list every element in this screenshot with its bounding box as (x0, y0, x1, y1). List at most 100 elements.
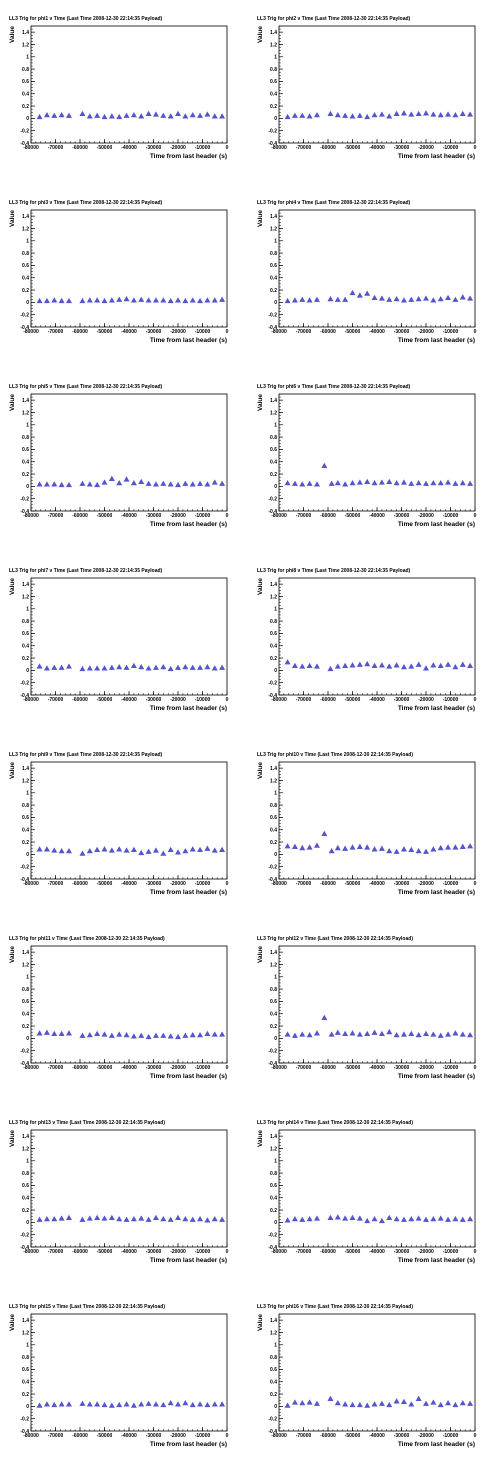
data-point (386, 1214, 393, 1221)
x-axis-label: Time from last header (s) (398, 705, 475, 712)
x-tick-label: -40000 (121, 329, 137, 335)
data-point (349, 479, 356, 486)
data-point (299, 1216, 306, 1222)
y-tick-label: -0.2 (20, 1048, 29, 1054)
data-point (467, 295, 474, 301)
data-point (291, 480, 298, 486)
y-tick-label: 0.8 (270, 251, 277, 257)
y-tick-label: 0.6 (270, 79, 277, 85)
data-point (408, 663, 415, 669)
data-point (342, 481, 349, 487)
y-tick-label: -0.4 (20, 1429, 29, 1435)
data-point (51, 847, 58, 853)
data-point (65, 1401, 72, 1407)
data-point (79, 1032, 86, 1038)
y-tick-label: 0 (274, 484, 277, 490)
data-point (452, 1401, 459, 1408)
data-point (152, 111, 159, 117)
x-tick-label: -10000 (443, 145, 459, 151)
chart-svg: -0.4 -0.2 0 0.2 0.4 0.6 0.8 1 1.2 1.4 -80000 -70000… (257, 945, 477, 1080)
data-point (123, 295, 130, 302)
data-point (204, 481, 211, 487)
data-point (94, 481, 101, 488)
x-tick-label: -30000 (394, 1249, 410, 1255)
x-tick-label: -40000 (121, 1065, 137, 1071)
data-point (65, 481, 72, 488)
x-tick-label: -60000 (320, 513, 336, 519)
y-tick-label: 0 (26, 668, 29, 674)
data-point (393, 662, 400, 668)
y-tick-label: -0.2 (268, 1416, 277, 1422)
data-point (43, 1029, 50, 1035)
data-point (130, 1402, 137, 1408)
data-point (101, 1215, 108, 1221)
data-point (445, 111, 452, 117)
data-point (43, 665, 50, 671)
x-tick-label: -60000 (72, 1065, 88, 1071)
x-tick-label: -60000 (72, 697, 88, 703)
data-point (328, 847, 335, 854)
x-tick-label: -50000 (97, 697, 113, 703)
data-point (43, 846, 50, 852)
y-tick-label: 0.2 (22, 104, 29, 110)
data-point (400, 479, 407, 485)
data-point (313, 663, 320, 669)
y-tick-label: -0.4 (268, 1245, 277, 1251)
data-point (167, 1033, 174, 1039)
x-tick-label: -70000 (296, 881, 312, 887)
data-point (108, 297, 115, 303)
y-tick-label: 0.8 (270, 1171, 277, 1177)
data-point (130, 662, 137, 669)
data-point (371, 111, 378, 118)
chart-panel: LL3 Trig for phi2 v Time (Last Time 2008… (248, 0, 496, 184)
plot-frame (278, 393, 476, 512)
data-point (299, 1031, 306, 1037)
data-point (437, 844, 444, 851)
y-tick-label: -0.2 (20, 680, 29, 686)
y-tick-label: 0.4 (270, 1012, 277, 1018)
x-tick-label: -40000 (121, 1249, 137, 1255)
x-tick-label: -60000 (72, 1433, 88, 1439)
data-point (116, 296, 123, 302)
chart-svg: -0.4 -0.2 0 0.2 0.4 0.6 0.8 1 1.2 1.4 -80000 -70000… (9, 209, 229, 344)
x-tick-label: -70000 (296, 1249, 312, 1255)
data-point (36, 1216, 43, 1222)
x-tick-label: -40000 (369, 1433, 385, 1439)
data-point (467, 480, 474, 486)
data-point (459, 294, 466, 300)
x-axis-label: Time from last header (s) (150, 889, 227, 896)
y-tick-label: 1 (26, 239, 29, 245)
data-point (371, 846, 378, 852)
x-tick-label: -20000 (418, 1065, 434, 1071)
data-point (58, 1030, 65, 1037)
data-point (189, 846, 196, 852)
data-point (430, 1031, 437, 1037)
data-point (371, 294, 378, 301)
y-tick-label: -0.2 (268, 1232, 277, 1238)
data-point (423, 1030, 429, 1037)
x-tick-label: -30000 (394, 697, 410, 703)
y-tick-label: 0.2 (22, 840, 29, 846)
data-point (204, 111, 211, 117)
data-point (284, 113, 291, 120)
x-tick-label: -20000 (418, 881, 434, 887)
data-point (79, 850, 86, 856)
y-tick-label: -0.4 (268, 877, 277, 883)
data-point (101, 1401, 108, 1408)
y-tick-label: -0.4 (268, 325, 277, 331)
data-point (313, 481, 320, 487)
data-point (65, 1030, 72, 1036)
x-tick-label: -10000 (443, 513, 459, 519)
x-tick-label: 0 (474, 1433, 477, 1439)
chart-svg: -0.4 -0.2 0 0.2 0.4 0.6 0.8 1 1.2 1.4 -80000 -70000… (257, 393, 477, 528)
data-point (321, 462, 328, 469)
chart-svg: -0.4 -0.2 0 0.2 0.4 0.6 0.8 1 1.2 1.4 -80000 -70000… (257, 761, 477, 896)
data-point (58, 1215, 65, 1221)
data-point (108, 1032, 115, 1038)
plot-frame (30, 1313, 228, 1432)
data-point (378, 479, 385, 485)
data-point (452, 296, 459, 302)
y-tick-label: -0.2 (20, 864, 29, 870)
x-tick-label: -50000 (97, 1433, 113, 1439)
chart-panel: LL3 Trig for phi4 v Time (Last Time 2008… (248, 184, 496, 368)
